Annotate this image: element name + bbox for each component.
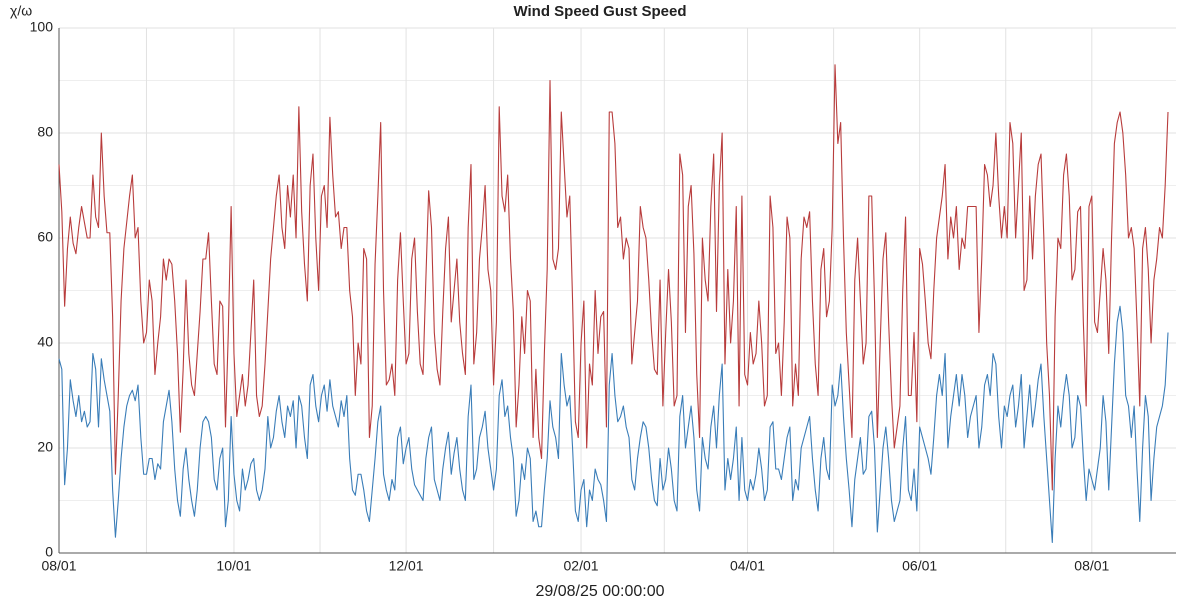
- legend-entry: Wind Speed: [513, 3, 599, 20]
- x-tick-label: 06/01: [902, 558, 937, 574]
- y-tick-label: 80: [37, 124, 53, 140]
- series-line: [58, 305, 1169, 544]
- y-tick-label: 60: [37, 229, 53, 245]
- y-tick-label: 40: [37, 334, 53, 350]
- x-tick-label: 02/01: [564, 558, 599, 574]
- x-tick-label: 04/01: [730, 558, 765, 574]
- y-tick-label: 100: [30, 19, 54, 35]
- y-tick-label: 0: [45, 544, 53, 560]
- y-axis-label: χ/ω: [10, 3, 32, 19]
- x-tick-label: 10/01: [216, 558, 251, 574]
- series-line: [58, 64, 1169, 491]
- x-axis-label: 29/08/25 00:00:00: [535, 583, 664, 600]
- legend-entry: Gust Speed: [603, 3, 686, 20]
- x-tick-label: 12/01: [389, 558, 424, 574]
- y-tick-label: 20: [37, 439, 53, 455]
- x-tick-label: 08/01: [1074, 558, 1109, 574]
- x-tick-label: 08/01: [41, 558, 76, 574]
